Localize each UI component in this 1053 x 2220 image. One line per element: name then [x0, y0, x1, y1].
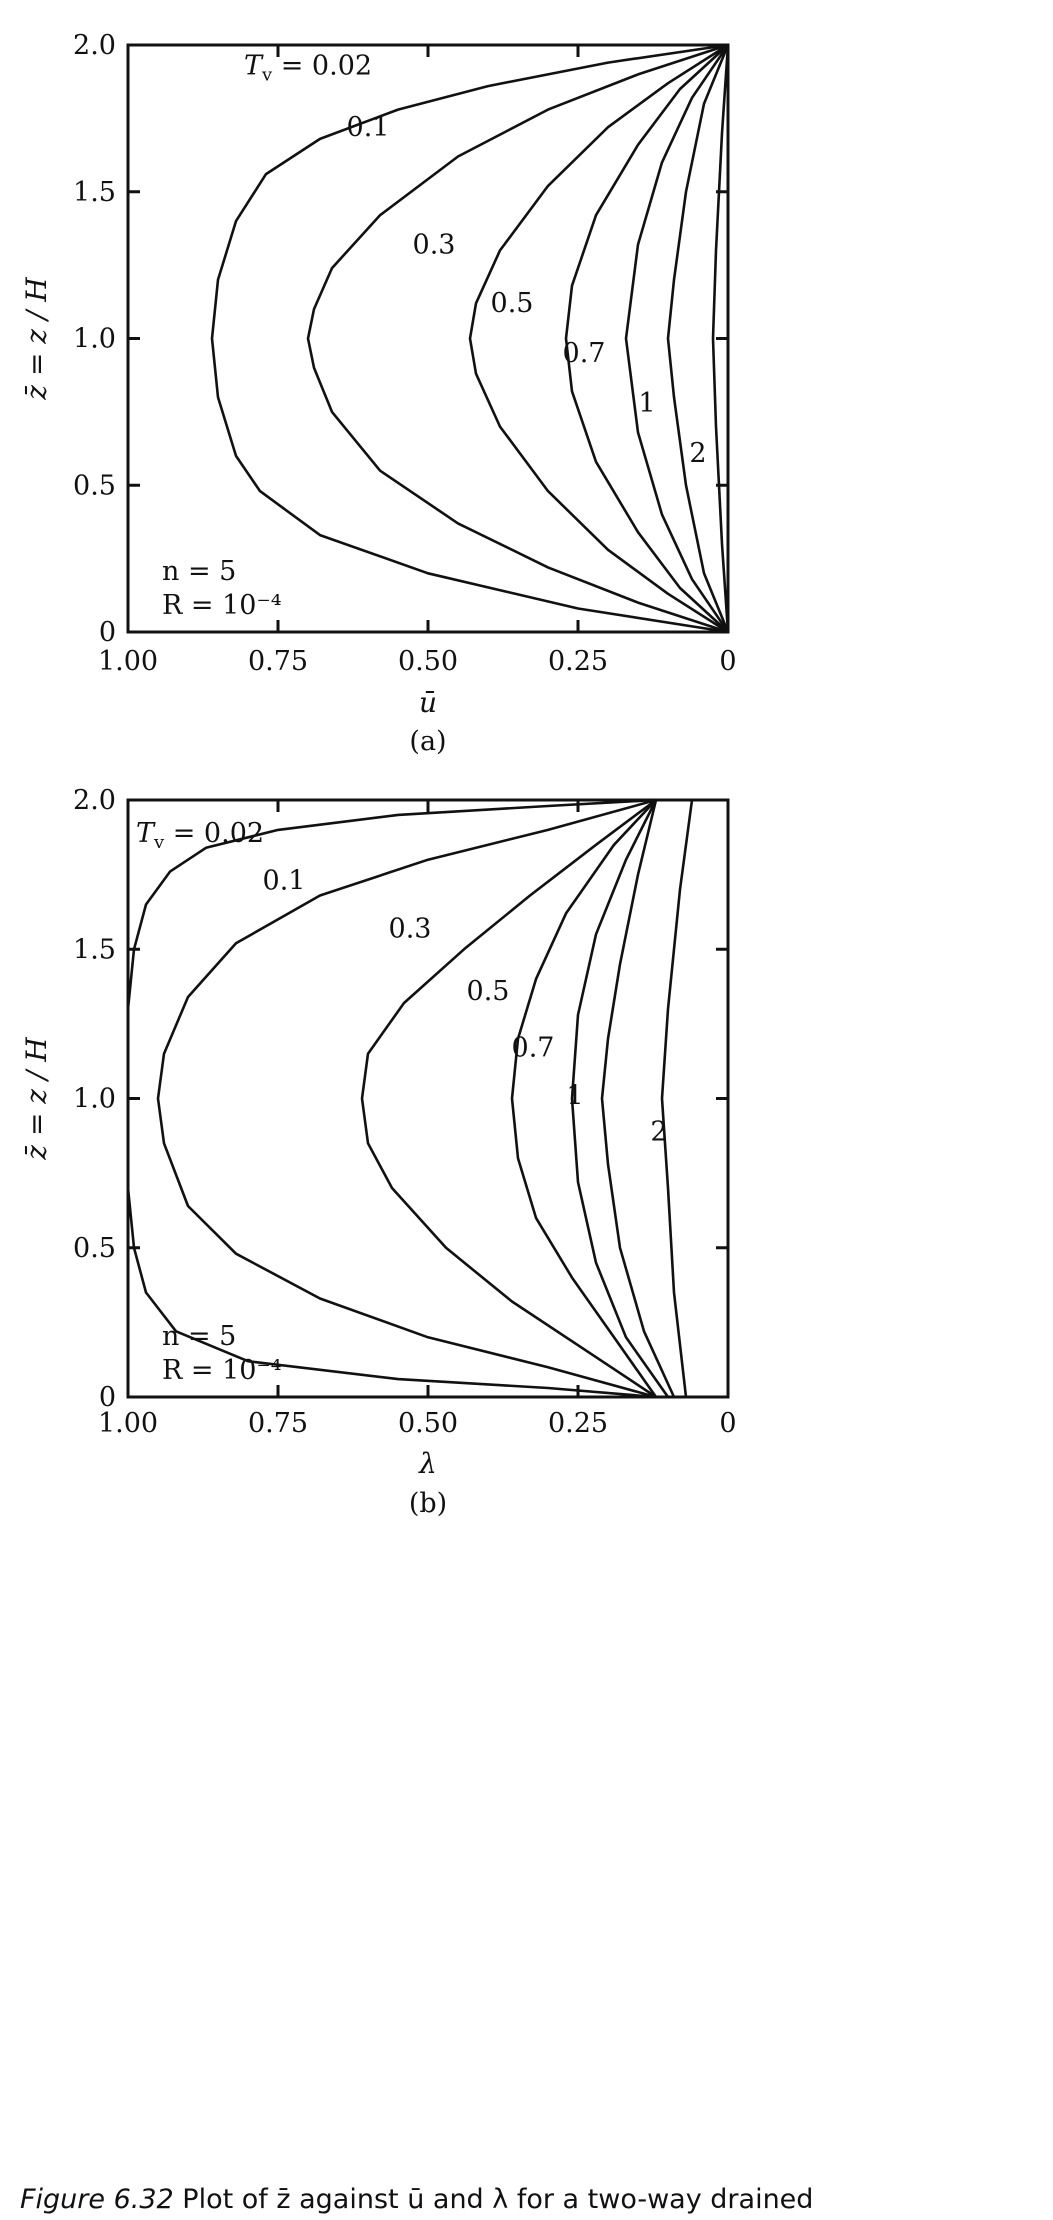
series-label-2: 0.3	[413, 229, 456, 260]
annotation-line-0: n = 5	[162, 556, 236, 587]
x-tick-label: 0.25	[548, 646, 608, 677]
y-axis-title: z̄ = z / H	[20, 277, 53, 401]
y-tick-label: 0	[99, 617, 116, 648]
series-curve-4	[624, 44, 730, 633]
x-tick-label: 0.25	[548, 1408, 608, 1439]
series-label-6: 2	[650, 1116, 667, 1147]
series-label-3: 0.5	[467, 976, 510, 1007]
x-tick-label: 0	[719, 1408, 736, 1439]
caption-text: Plot of z̄ against ū and λ for a two-way…	[174, 2184, 814, 2215]
series-label-5: 1	[638, 388, 655, 419]
chart-panel-a: 1.00 0.75 0.50 0.25 0 0 0.5 1.0 1.5 2.0 z̄ = z / H…	[20, 30, 737, 757]
y-tick-label: 1.0	[73, 324, 116, 355]
series-curve-4	[570, 799, 670, 1398]
series-curve-2	[468, 43, 729, 634]
y-tick-label: 2.0	[73, 785, 116, 816]
series-curve-5	[600, 799, 676, 1398]
x-axis-title: ū	[419, 686, 437, 719]
annotation-line-0: n = 5	[162, 1321, 236, 1352]
y-tick-label: 1.5	[73, 934, 116, 965]
y-axis-title: z̄ = z / H	[20, 1037, 53, 1161]
series-curve-6	[711, 44, 730, 633]
series-curve-6	[660, 799, 694, 1398]
series-label-4: 0.7	[563, 338, 606, 369]
y-tick-label: 2.0	[73, 30, 116, 61]
x-tick-label: 0.50	[398, 1408, 458, 1439]
series-label-6: 2	[689, 438, 706, 469]
series-label-4: 0.7	[512, 1033, 555, 1064]
series-label-0: Tv = 0.02	[136, 818, 264, 853]
series-curve-5	[666, 44, 730, 633]
series-label-1: 0.1	[263, 866, 306, 897]
y-tick-label: 1.0	[73, 1084, 116, 1115]
x-tick-label: 0	[719, 646, 736, 677]
panel-label: (b)	[409, 1488, 447, 1519]
plot-frame	[126, 43, 730, 634]
y-tick-label: 0.5	[73, 1233, 116, 1264]
x-tick-label: 1.00	[98, 1408, 158, 1439]
series-curve-0	[210, 43, 729, 634]
x-tick-label: 1.00	[98, 646, 158, 677]
x-tick-label: 0.75	[248, 1408, 308, 1439]
figure-caption: Figure 6.32 Plot of z̄ against ū and λ f…	[20, 2184, 813, 2215]
series-label-3: 0.5	[491, 288, 534, 319]
series-label-5: 1	[566, 1080, 583, 1111]
caption-figure-number: Figure 6.32	[20, 2184, 174, 2215]
series-label-0: Tv = 0.02	[244, 50, 372, 85]
series-label-2: 0.3	[389, 913, 432, 944]
series-curve-2	[360, 798, 657, 1399]
y-tick-label: 1.5	[73, 177, 116, 208]
series-curve-1	[306, 43, 729, 634]
series-curve-3	[510, 799, 658, 1398]
series-curve-3	[564, 44, 729, 633]
series-curve-1	[156, 798, 657, 1399]
y-tick-label: 0.5	[73, 470, 116, 501]
y-tick-label: 0	[99, 1382, 116, 1413]
panel-label: (a)	[409, 726, 446, 757]
chart-panel-b: 1.00 0.75 0.50 0.25 0 0 0.5 1.0 1.5 2.0 z̄ = z / H…	[20, 785, 737, 1519]
series-label-1: 0.1	[347, 112, 390, 143]
series-curve-0	[126, 798, 657, 1399]
annotation-line-1: R = 10⁻⁴	[162, 1355, 282, 1386]
annotation-line-1: R = 10⁻⁴	[162, 590, 282, 621]
x-axis-title: λ	[418, 1447, 437, 1480]
x-tick-label: 0.75	[248, 646, 308, 677]
x-tick-label: 0.50	[398, 646, 458, 677]
